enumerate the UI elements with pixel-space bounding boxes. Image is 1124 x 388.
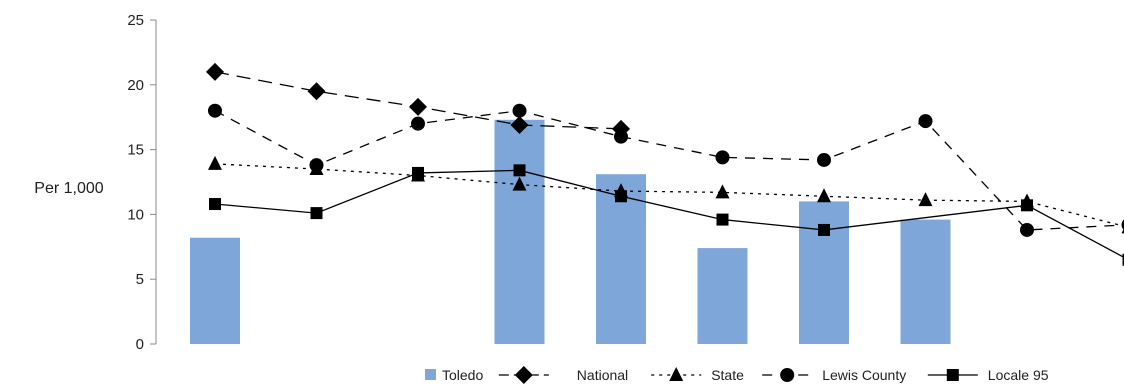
triangle-marker bbox=[208, 155, 222, 170]
diamond-marker bbox=[307, 82, 326, 101]
series-state bbox=[208, 155, 1124, 234]
square-marker bbox=[209, 198, 221, 211]
series-lewis-county bbox=[208, 103, 1124, 237]
series-line bbox=[214, 169, 1124, 259]
toledo-bar bbox=[799, 201, 849, 344]
diamond-marker bbox=[510, 115, 529, 134]
diamond-marker bbox=[206, 62, 224, 81]
legend-swatch-bar bbox=[425, 369, 436, 380]
y-tick-label: 0 bbox=[136, 336, 144, 353]
toledo-bar bbox=[697, 248, 748, 344]
legend-label: National bbox=[577, 367, 628, 383]
toledo-bar bbox=[596, 174, 646, 344]
circle-marker bbox=[715, 150, 730, 165]
legend-circle-marker bbox=[780, 368, 795, 382]
square-marker bbox=[513, 164, 526, 177]
y-tick-label: 15 bbox=[127, 142, 144, 159]
series-line bbox=[214, 110, 1124, 231]
legend-label: Lewis County bbox=[822, 367, 906, 383]
square-marker bbox=[716, 213, 729, 226]
triangle-marker bbox=[715, 184, 730, 199]
legend-triangle-marker bbox=[669, 367, 684, 381]
triangle-marker bbox=[512, 176, 527, 191]
square-marker bbox=[818, 223, 830, 236]
legend: Toledo National State Lewis County Locale 95 bbox=[425, 366, 1049, 384]
square-marker bbox=[615, 190, 627, 203]
y-tick-label: 5 bbox=[136, 271, 144, 288]
circle-marker bbox=[208, 103, 222, 118]
circle-marker bbox=[1020, 222, 1034, 237]
y-tick-label: 25 bbox=[127, 12, 144, 29]
y-axis: 0 5 10 15 20 25 bbox=[127, 12, 157, 353]
circle-marker bbox=[918, 114, 933, 129]
y-tick-label: 20 bbox=[127, 77, 144, 94]
circle-marker bbox=[1121, 219, 1124, 231]
circle-marker bbox=[309, 158, 324, 173]
triangle-marker bbox=[817, 188, 831, 203]
y-tick-label: 10 bbox=[127, 206, 144, 223]
series-line bbox=[214, 163, 1124, 227]
triangle-marker bbox=[918, 192, 933, 207]
circle-marker bbox=[411, 116, 425, 131]
diamond-marker bbox=[409, 97, 427, 116]
legend-label: Toledo bbox=[442, 367, 483, 383]
y-axis-label: Per 1,000 bbox=[34, 180, 103, 197]
toledo-bar bbox=[190, 237, 240, 344]
circle-marker bbox=[817, 152, 831, 167]
toledo-bar bbox=[900, 219, 951, 344]
legend-label: Locale 95 bbox=[988, 367, 1049, 383]
series-locale-95 bbox=[209, 164, 1124, 266]
legend-label: State bbox=[711, 367, 744, 383]
square-marker bbox=[1122, 253, 1124, 266]
triangle-marker bbox=[1121, 228, 1124, 234]
circle-marker bbox=[512, 103, 527, 118]
line-series bbox=[206, 62, 1124, 266]
legend-diamond-marker bbox=[514, 366, 533, 384]
toledo-bar bbox=[494, 119, 545, 345]
circle-marker bbox=[614, 129, 628, 144]
toledo-bars bbox=[190, 119, 951, 345]
square-marker bbox=[310, 207, 323, 220]
legend-square-marker bbox=[946, 369, 959, 381]
square-marker bbox=[412, 166, 424, 179]
square-marker bbox=[1021, 199, 1033, 212]
